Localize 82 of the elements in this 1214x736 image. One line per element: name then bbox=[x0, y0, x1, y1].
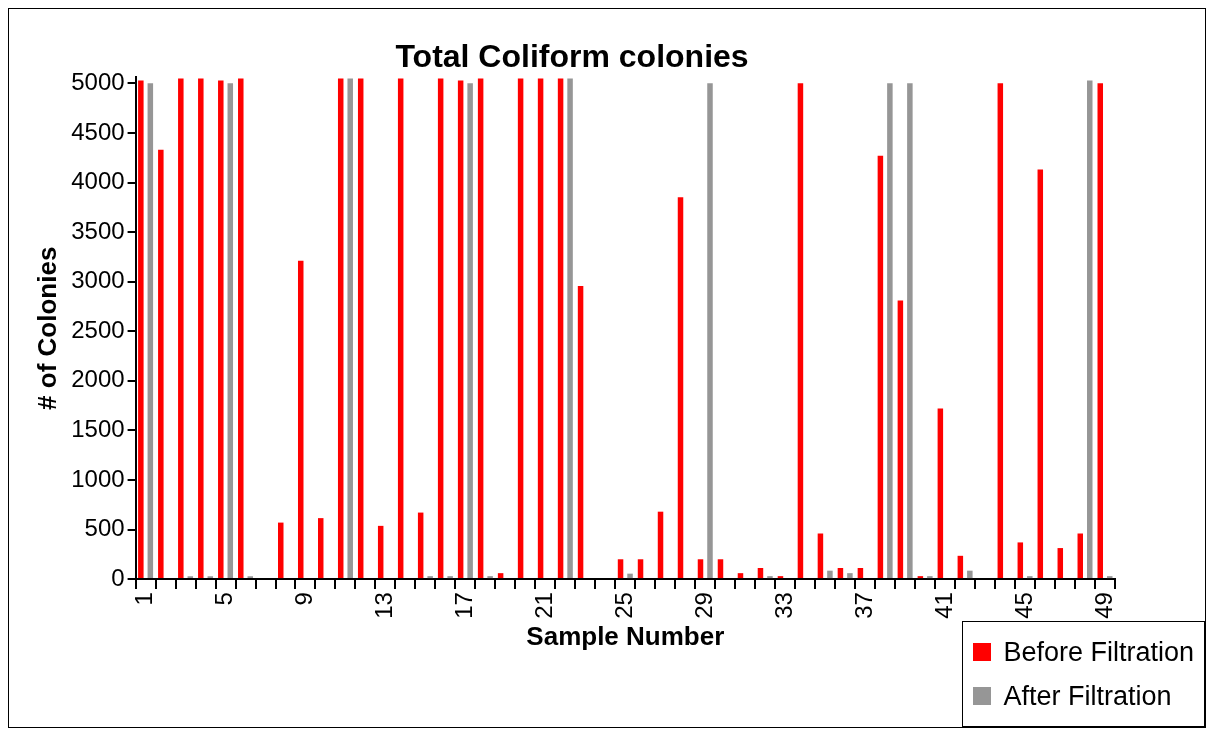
bar bbox=[238, 78, 244, 579]
bar bbox=[627, 573, 633, 579]
bar bbox=[1037, 169, 1044, 579]
bar bbox=[677, 197, 684, 579]
bar bbox=[1077, 533, 1084, 579]
bar bbox=[457, 80, 464, 579]
bar bbox=[737, 573, 744, 579]
bar bbox=[357, 78, 364, 579]
x-tick-label: 41 bbox=[929, 592, 957, 619]
bar bbox=[877, 155, 884, 579]
bar bbox=[887, 83, 893, 579]
bar bbox=[1057, 548, 1064, 579]
bar bbox=[897, 300, 904, 579]
bar bbox=[847, 573, 853, 579]
x-tick-label: 25 bbox=[609, 592, 637, 619]
bar bbox=[397, 78, 404, 579]
bar bbox=[577, 286, 584, 579]
bar bbox=[347, 78, 353, 579]
bar bbox=[827, 570, 833, 579]
x-tick-label: 1 bbox=[130, 592, 158, 606]
bar bbox=[297, 260, 304, 579]
bar bbox=[1097, 83, 1104, 579]
legend-label: Before Filtration bbox=[1003, 636, 1194, 668]
bar bbox=[967, 570, 973, 579]
bar bbox=[557, 78, 564, 579]
bar bbox=[997, 83, 1004, 579]
bar bbox=[697, 559, 704, 579]
bar bbox=[567, 78, 573, 579]
bar bbox=[717, 559, 724, 579]
bar bbox=[537, 78, 544, 579]
bar bbox=[467, 83, 473, 579]
x-tick-label: 33 bbox=[769, 592, 797, 619]
bar bbox=[417, 512, 424, 579]
y-tick-label: 0 bbox=[111, 563, 125, 591]
y-axis-title: # of Colonies bbox=[31, 246, 62, 410]
x-tick-label: 37 bbox=[849, 592, 877, 619]
y-tick-label: 3000 bbox=[71, 266, 125, 294]
bar bbox=[178, 78, 184, 579]
bar bbox=[497, 573, 504, 579]
bar bbox=[637, 559, 644, 579]
y-tick-label: 5000 bbox=[71, 67, 125, 95]
bar bbox=[937, 408, 944, 579]
bar bbox=[617, 559, 624, 579]
x-tick-label: 45 bbox=[1009, 592, 1037, 619]
bar bbox=[817, 533, 824, 579]
bar bbox=[138, 80, 144, 579]
y-tick-label: 4500 bbox=[71, 117, 125, 145]
chart-title: Total Coliform colonies bbox=[395, 38, 749, 75]
x-tick-label: 29 bbox=[689, 592, 717, 619]
bar bbox=[317, 518, 324, 579]
bar bbox=[437, 78, 444, 579]
bar bbox=[158, 149, 164, 579]
bar bbox=[227, 83, 234, 579]
x-tick-label: 9 bbox=[290, 592, 318, 606]
bar bbox=[907, 83, 913, 579]
y-tick-label: 2000 bbox=[71, 365, 125, 393]
bar bbox=[707, 83, 713, 579]
x-tick-label: 21 bbox=[529, 592, 557, 619]
bar bbox=[517, 78, 524, 579]
x-tick-label: 17 bbox=[450, 592, 478, 619]
x-tick-label: 5 bbox=[210, 592, 238, 606]
y-tick-label: 500 bbox=[84, 514, 125, 542]
y-tick-label: 2500 bbox=[71, 315, 125, 343]
bar bbox=[377, 525, 384, 579]
bar bbox=[278, 522, 284, 579]
bar bbox=[1087, 80, 1093, 579]
y-tick-label: 4000 bbox=[71, 167, 125, 195]
x-tick-label: 13 bbox=[370, 592, 398, 619]
x-axis-title: Sample Number bbox=[526, 620, 725, 651]
x-tick-label: 49 bbox=[1089, 592, 1117, 619]
bar bbox=[1017, 542, 1024, 579]
bar bbox=[147, 83, 154, 579]
bar bbox=[337, 78, 344, 579]
bar bbox=[657, 511, 664, 579]
y-tick-label: 1000 bbox=[71, 464, 125, 492]
bar bbox=[477, 78, 484, 579]
y-tick-label: 1500 bbox=[71, 415, 125, 442]
legend-label: After Filtration bbox=[1003, 680, 1172, 712]
bar bbox=[198, 78, 204, 579]
bar bbox=[797, 83, 804, 579]
bar bbox=[218, 80, 224, 579]
y-tick-label: 3500 bbox=[71, 216, 125, 244]
